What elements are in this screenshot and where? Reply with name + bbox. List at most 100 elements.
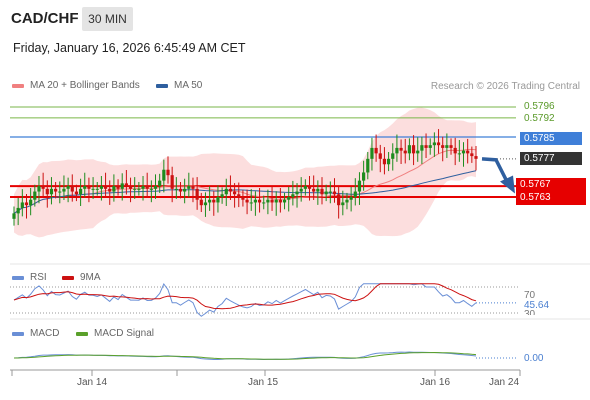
rsi-line	[13, 283, 477, 317]
candle-body-6	[37, 186, 41, 192]
candle-body-15	[74, 191, 79, 195]
candle-body-21	[99, 186, 104, 189]
candle-body-79	[341, 202, 345, 206]
candle-body-96	[411, 145, 416, 154]
candle-body-52	[228, 188, 233, 192]
candle-body-56	[245, 199, 249, 203]
moving-averages	[13, 148, 477, 214]
candle-body-81	[349, 197, 353, 200]
candle-body-108	[461, 150, 466, 154]
copyright-text: Research © 2026 Trading Central	[430, 81, 580, 92]
candle-body-2	[20, 202, 24, 208]
candle-body-48	[212, 199, 216, 203]
x-tick-jan15: Jan 15	[248, 377, 279, 388]
candle-body-105	[449, 145, 453, 148]
candle-body-33	[149, 188, 153, 190]
candle-body-40	[178, 188, 183, 192]
legend-macd-label: MACD	[30, 328, 60, 339]
candle-body-37	[166, 169, 170, 176]
rsi-swatch	[12, 275, 24, 280]
candle-body-1	[16, 207, 20, 214]
candle-body-98	[420, 145, 424, 151]
candle-body-36	[162, 169, 166, 181]
candle-body-75	[324, 191, 328, 195]
candle-body-93	[399, 147, 403, 151]
rsi-ma-line	[13, 283, 477, 310]
candle-body-110	[470, 153, 474, 157]
candle-body-22	[103, 186, 108, 189]
candle-body-95	[407, 145, 412, 154]
candle-body-7	[41, 186, 45, 189]
candle-body-24	[112, 186, 116, 192]
candle-body-25	[116, 186, 120, 189]
candle-body-31	[141, 186, 145, 189]
candle-body-109	[466, 150, 470, 154]
candle-body-30	[137, 188, 141, 190]
candle-body-82	[353, 191, 357, 197]
candle-body-70	[303, 186, 307, 189]
candle-body-39	[174, 188, 178, 190]
candle-body-5	[33, 191, 37, 200]
candle-body-68	[295, 191, 299, 195]
candle-body-51	[224, 188, 228, 195]
candle-body-94	[403, 150, 407, 154]
candle-body-13	[66, 186, 70, 189]
candle-body-14	[70, 186, 74, 192]
candle-body-100	[428, 145, 432, 148]
candle-body-72	[312, 188, 316, 192]
legend-rsi-label: RSI	[30, 272, 47, 283]
candle-body-111	[474, 156, 478, 159]
candle-body-91	[391, 153, 395, 159]
x-tick-jan16: Jan 16	[420, 377, 451, 388]
macd-signal-swatch	[76, 331, 88, 336]
rsi-panel	[10, 283, 518, 317]
candle-body-62	[270, 199, 274, 203]
datetime-label: Friday, January 16, 2026 6:45:49 AM CET	[13, 41, 246, 55]
candle-body-8	[45, 188, 49, 195]
candle-body-4	[29, 199, 33, 206]
level-label-2: 0.5785	[520, 132, 582, 145]
support-label-1: 0.5767	[516, 178, 586, 192]
candle-body-34	[153, 186, 158, 189]
candle-body-63	[274, 199, 278, 203]
x-axis	[11, 370, 521, 376]
candle-body-102	[436, 142, 441, 146]
x-tick-jan24: Jan 24	[489, 377, 520, 388]
candle-body-42	[187, 186, 191, 189]
legend-rsi-ma-label: 9MA	[80, 272, 101, 283]
candle-body-73	[316, 188, 320, 192]
candle-body-28	[128, 186, 133, 189]
candle-body-45	[199, 199, 203, 206]
candle-body-29	[133, 188, 137, 190]
candle-body-67	[291, 194, 295, 197]
candle-body-57	[249, 202, 253, 204]
legend-rsi-ma: 9MA	[62, 272, 101, 283]
candlesticks	[12, 129, 478, 226]
candle-body-17	[83, 186, 87, 189]
macd-panel	[13, 351, 518, 361]
candle-body-66	[287, 197, 291, 200]
legend-bollinger-label: MA 20 + Bollinger Bands	[30, 80, 140, 91]
candle-body-9	[49, 188, 54, 195]
candle-body-43	[191, 186, 195, 189]
ma50-line	[13, 170, 477, 214]
candle-body-104	[445, 145, 449, 148]
candle-body-74	[320, 188, 324, 195]
candle-body-87	[374, 147, 378, 154]
candle-body-18	[87, 186, 91, 189]
candle-body-107	[457, 153, 461, 155]
level-label-0: 0.5796	[524, 101, 555, 112]
candle-body-0	[12, 213, 16, 219]
candle-body-54	[237, 194, 241, 197]
forecast-arrow	[481, 157, 515, 194]
candle-body-12	[62, 188, 66, 192]
candle-body-89	[382, 158, 387, 165]
candle-body-71	[307, 186, 312, 189]
candle-body-59	[257, 199, 262, 203]
legend-ma50-label: MA 50	[174, 80, 203, 91]
candle-body-53	[232, 191, 237, 195]
level-label-1: 0.5792	[524, 113, 555, 124]
candle-body-76	[328, 191, 332, 193]
timeframe-button[interactable]: 30 MIN	[82, 7, 133, 31]
